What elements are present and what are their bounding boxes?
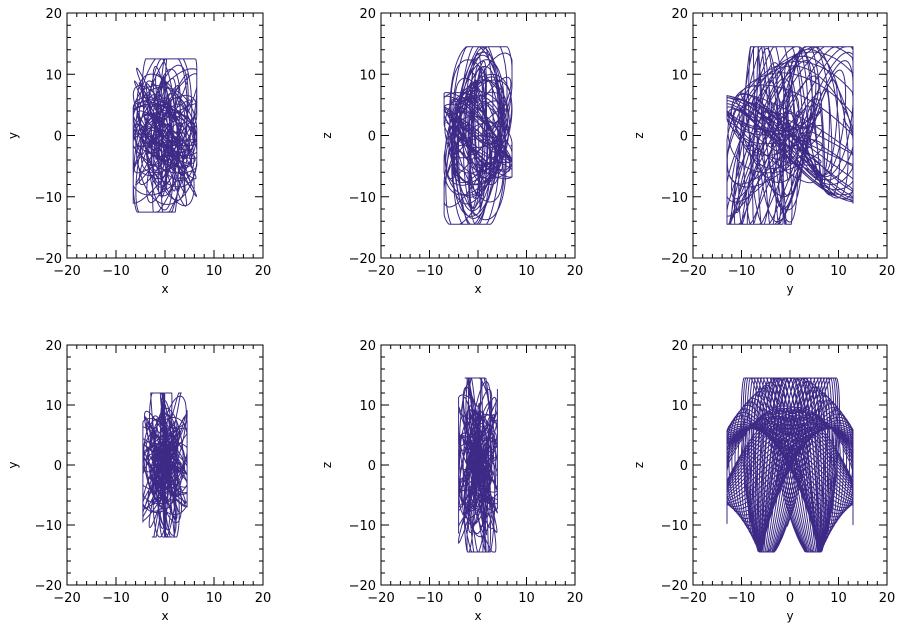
y-tick-label: −20 xyxy=(349,579,376,594)
y-axis-label: y xyxy=(6,461,20,468)
y-tick-label: −20 xyxy=(661,579,688,594)
x-tick-label: 10 xyxy=(830,264,847,279)
x-tick-label: −20 xyxy=(53,264,80,279)
y-tick-label: −10 xyxy=(35,191,62,206)
panel-4: −20−20 −10 −10 0 0 10 10 20 20 x y xyxy=(6,339,271,623)
x-axis-label: y xyxy=(786,609,793,623)
y-axis-label: z xyxy=(632,132,646,138)
trajectory-line xyxy=(443,46,513,225)
y-tick-label: −10 xyxy=(349,191,376,206)
y-tick-label: 20 xyxy=(359,7,376,22)
y-tick-label: −20 xyxy=(661,252,688,267)
trajectory-line xyxy=(132,58,198,213)
x-tick-label: −20 xyxy=(53,591,80,606)
x-tick-label: 10 xyxy=(206,591,223,606)
x-tick-label: −10 xyxy=(728,591,755,606)
x-axis-label: x xyxy=(474,609,481,623)
panel-5: −20−20 −10 −10 0 0 10 10 20 20 x z xyxy=(320,339,583,623)
y-tick-label: −10 xyxy=(349,519,376,534)
panel-3: −20−20 −10 −10 0 0 10 10 20 20 y z xyxy=(632,7,895,296)
x-axis-label: y xyxy=(786,282,793,296)
y-tick-label: 10 xyxy=(359,399,376,414)
x-tick-label: 20 xyxy=(567,591,584,606)
y-axis-label: z xyxy=(320,462,334,468)
x-tick-label: −20 xyxy=(367,591,394,606)
x-tick-label: 0 xyxy=(161,264,169,279)
x-tick-label: −10 xyxy=(728,264,755,279)
x-tick-label: −20 xyxy=(679,591,706,606)
panel-6: −20−20 −10 −10 0 0 10 10 20 20 y z xyxy=(632,339,895,623)
panel-1: −20−20 −10 −10 0 0 10 10 20 20 x y xyxy=(6,7,271,296)
x-axis-label: x xyxy=(161,282,168,296)
x-tick-label: −10 xyxy=(102,591,129,606)
x-tick-label: 10 xyxy=(518,264,535,279)
y-tick-label: 0 xyxy=(54,459,62,474)
x-tick-label: 10 xyxy=(206,264,223,279)
y-tick-label: 20 xyxy=(671,339,688,354)
y-axis-label: z xyxy=(632,462,646,468)
x-tick-label: 10 xyxy=(830,591,847,606)
y-tick-label: −10 xyxy=(661,519,688,534)
y-tick-label: 0 xyxy=(680,130,688,145)
x-tick-label: −10 xyxy=(416,591,443,606)
x-tick-label: −10 xyxy=(416,264,443,279)
x-tick-label: 20 xyxy=(255,264,272,279)
y-tick-label: 0 xyxy=(54,130,62,145)
x-axis-label: x xyxy=(161,609,168,623)
trajectory-line xyxy=(142,392,188,538)
y-tick-label: 0 xyxy=(368,459,376,474)
x-tick-label: 10 xyxy=(518,591,535,606)
y-axis-label: z xyxy=(320,132,334,138)
y-tick-label: 10 xyxy=(45,68,62,83)
x-tick-label: 20 xyxy=(879,264,896,279)
y-tick-label: −10 xyxy=(35,519,62,534)
y-tick-label: −10 xyxy=(661,191,688,206)
x-tick-label: 20 xyxy=(255,591,272,606)
x-tick-label: −20 xyxy=(679,264,706,279)
x-tick-label: 20 xyxy=(879,591,896,606)
panel-2: −20−20 −10 −10 0 0 10 10 20 20 x z xyxy=(320,7,583,296)
y-tick-label: 10 xyxy=(671,68,688,83)
y-tick-label: 20 xyxy=(671,7,688,22)
y-tick-label: 10 xyxy=(359,68,376,83)
y-tick-label: −20 xyxy=(35,579,62,594)
y-tick-label: −20 xyxy=(35,252,62,267)
y-tick-label: 10 xyxy=(45,399,62,414)
y-tick-label: 20 xyxy=(359,339,376,354)
trajectory-line xyxy=(726,46,854,225)
x-tick-label: 0 xyxy=(474,264,482,279)
x-tick-label: 0 xyxy=(786,591,794,606)
x-tick-label: −20 xyxy=(367,264,394,279)
x-tick-label: 20 xyxy=(567,264,584,279)
x-axis-label: x xyxy=(474,282,481,296)
y-tick-label: 0 xyxy=(680,459,688,474)
y-tick-label: 20 xyxy=(45,7,62,22)
x-tick-label: 0 xyxy=(161,591,169,606)
y-tick-label: 0 xyxy=(368,130,376,145)
x-tick-label: 0 xyxy=(786,264,794,279)
y-tick-label: 20 xyxy=(45,339,62,354)
y-tick-label: −20 xyxy=(349,252,376,267)
trajectory-line xyxy=(726,377,854,553)
x-tick-label: 0 xyxy=(474,591,482,606)
y-axis-label: y xyxy=(6,132,20,139)
x-tick-label: −10 xyxy=(102,264,129,279)
trajectory-line xyxy=(458,377,498,553)
y-tick-label: 10 xyxy=(671,399,688,414)
